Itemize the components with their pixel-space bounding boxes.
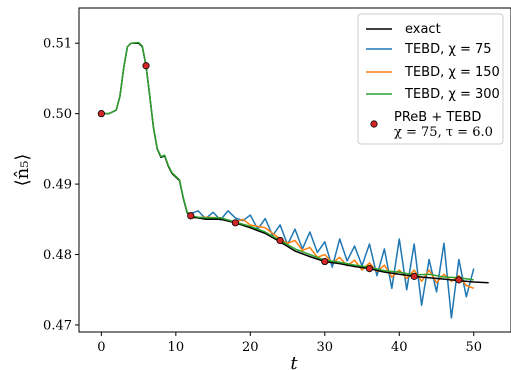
legend: exact TEBD, χ = 75 TEBD, χ = 150 TEBD, χ… bbox=[357, 13, 504, 145]
preb-marker-point bbox=[455, 276, 463, 284]
legend-label-tebd-75: TEBD, χ = 75 bbox=[404, 42, 492, 57]
preb-marker-point bbox=[187, 212, 195, 220]
y-tick-label: 0.49 bbox=[43, 178, 72, 193]
legend-marker-preb bbox=[370, 120, 378, 128]
preb-marker-point bbox=[97, 110, 105, 118]
legend-label-tebd-300: TEBD, χ = 300 bbox=[404, 87, 500, 102]
series-line-tebd-150 bbox=[190, 216, 475, 290]
y-tick-label: 0.50 bbox=[43, 107, 72, 122]
y-tick-label: 0.51 bbox=[43, 37, 72, 52]
y-axis-ticks: 0.47 0.48 0.49 0.50 0.51 bbox=[43, 37, 79, 333]
x-tick-label: 50 bbox=[465, 340, 482, 355]
marker-layer bbox=[97, 62, 463, 284]
y-tick-label: 0.48 bbox=[43, 248, 72, 263]
preb-marker-point bbox=[365, 265, 374, 273]
x-tick-label: 20 bbox=[242, 340, 259, 355]
legend-frame bbox=[357, 13, 504, 145]
x-tick-label: 0 bbox=[97, 340, 105, 355]
x-tick-label: 30 bbox=[317, 340, 334, 355]
preb-marker-point bbox=[276, 236, 284, 245]
legend-label-exact: exact bbox=[405, 22, 441, 37]
x-axis-ticks: 0 10 20 30 40 50 bbox=[97, 332, 482, 355]
legend-label-preb: PReB + TEBD bbox=[394, 110, 481, 125]
x-axis-label: t bbox=[290, 353, 298, 370]
plot-frame bbox=[78, 7, 511, 333]
y-axis-label: ⟨n̂₅⟩ bbox=[12, 154, 33, 187]
preb-marker-point bbox=[410, 272, 418, 280]
legend-label-tebd-150: TEBD, χ = 150 bbox=[404, 65, 500, 80]
preb-marker-point bbox=[142, 62, 150, 70]
x-tick-label: 10 bbox=[168, 340, 185, 355]
y-tick-label: 0.47 bbox=[43, 318, 72, 333]
legend-label-preb-params: χ = 75, τ = 6.0 bbox=[394, 125, 493, 140]
preb-marker-point bbox=[231, 219, 240, 227]
preb-marker-point bbox=[321, 257, 329, 266]
x-tick-label: 40 bbox=[391, 340, 408, 355]
